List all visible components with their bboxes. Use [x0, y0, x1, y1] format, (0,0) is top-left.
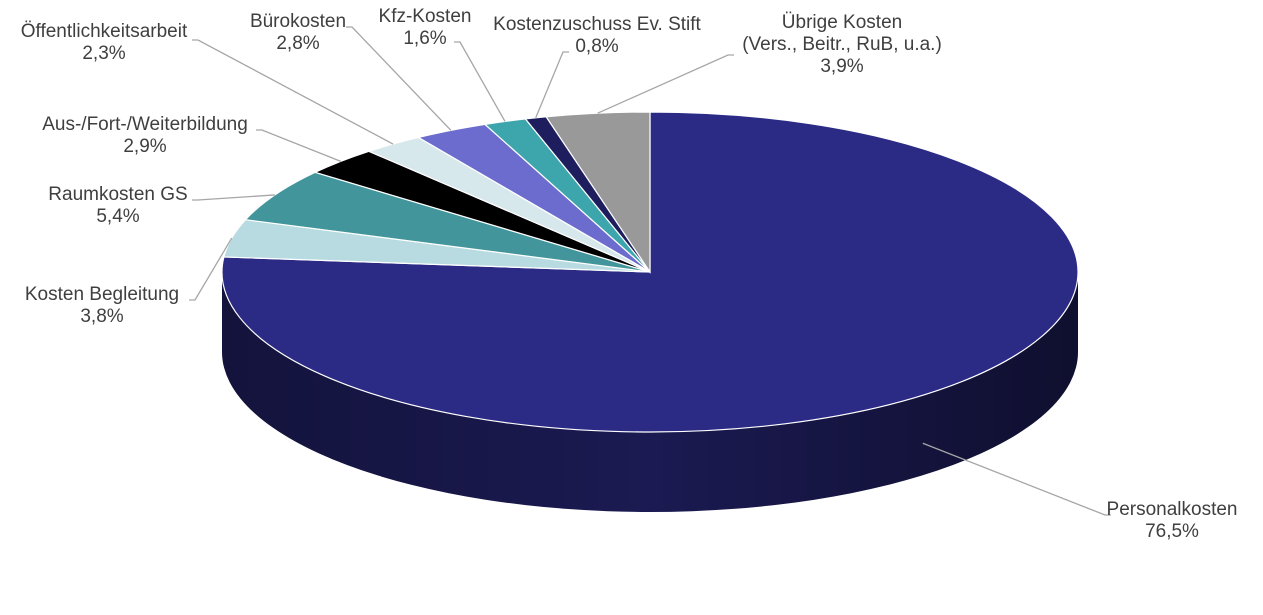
slice-label-text: Kosten Begleitung	[25, 284, 179, 305]
slice-label-2: Raumkosten GS 5,4%	[48, 184, 187, 227]
leader-line-2	[192, 194, 275, 201]
pie-side-0	[222, 272, 1078, 512]
pie-slice-8	[545, 111, 651, 274]
leader-line-4	[192, 39, 394, 145]
slice-label-text: Öffentlichkeitsarbeit	[21, 21, 188, 42]
slice-label-6: Kfz-Kosten 1,6%	[379, 6, 472, 49]
leader-line-5	[346, 26, 452, 131]
slice-value-label: 3,8%	[80, 306, 123, 327]
slice-value-label: 5,4%	[96, 206, 139, 227]
slice-labels: Personalkosten 76,5% Kosten Begleitung 3,8%…	[21, 6, 1238, 542]
slice-label-8: Übrige Kosten (Vers., Beitr., RuB, u.a.) 3…	[742, 12, 942, 77]
slice-value-label: 0,8%	[575, 36, 618, 57]
leader-lines	[189, 26, 1111, 516]
leader-line-8	[597, 54, 734, 114]
leader-line-1	[189, 237, 233, 301]
slice-value-label: 3,9%	[820, 56, 863, 77]
leader-line-3	[256, 129, 342, 162]
leader-line-7	[535, 51, 569, 119]
slice-label-text: (Vers., Beitr., RuB, u.a.)	[742, 34, 942, 55]
pie-side-layer	[222, 272, 1078, 512]
slice-label-4: Öffentlichkeitsarbeit 2,3%	[21, 21, 188, 64]
slice-value-label: 2,3%	[82, 43, 125, 64]
slice-label-text: Raumkosten GS	[48, 184, 187, 205]
slice-label-text: Kostenzuschuss Ev. Stift	[493, 14, 701, 35]
slice-label-text: Übrige Kosten	[782, 12, 902, 33]
slice-label-text: Kfz-Kosten	[379, 6, 472, 27]
leader-line-6	[454, 41, 506, 122]
slice-label-text: Aus-/Fort-/Weiterbildung	[42, 114, 248, 135]
pie-slice-2	[244, 171, 651, 273]
slice-label-text: Bürokosten	[250, 11, 346, 32]
slice-label-5: Bürokosten 2,8%	[250, 11, 346, 54]
slice-value-label: 2,9%	[123, 136, 166, 157]
slice-value-label: 2,8%	[276, 33, 319, 54]
slice-value-label: 1,6%	[403, 28, 446, 49]
leader-line-0	[922, 442, 1111, 516]
slice-label-1: Kosten Begleitung 3,8%	[25, 284, 179, 327]
pie-top-layer	[221, 111, 1079, 433]
slice-label-7: Kostenzuschuss Ev. Stift 0,8%	[493, 14, 701, 57]
slice-label-0: Personalkosten 76,5%	[1107, 499, 1238, 542]
slice-label-text: Personalkosten	[1107, 499, 1238, 520]
slice-label-3: Aus-/Fort-/Weiterbildung 2,9%	[42, 114, 248, 157]
slice-value-label: 76,5%	[1145, 521, 1199, 542]
